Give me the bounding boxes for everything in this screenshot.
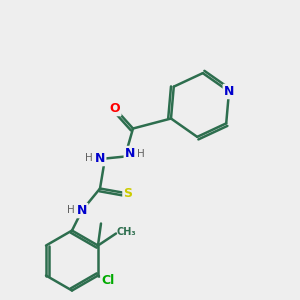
Text: N: N [95,152,105,165]
Text: Cl: Cl [101,274,115,287]
Text: N: N [77,204,87,217]
Text: H: H [67,205,75,214]
Text: N: N [224,85,234,98]
Text: H: H [85,152,93,163]
Text: H: H [137,148,145,158]
Text: N: N [125,147,135,160]
Text: O: O [110,102,120,115]
Text: S: S [124,187,133,200]
Text: CH₃: CH₃ [117,226,136,236]
